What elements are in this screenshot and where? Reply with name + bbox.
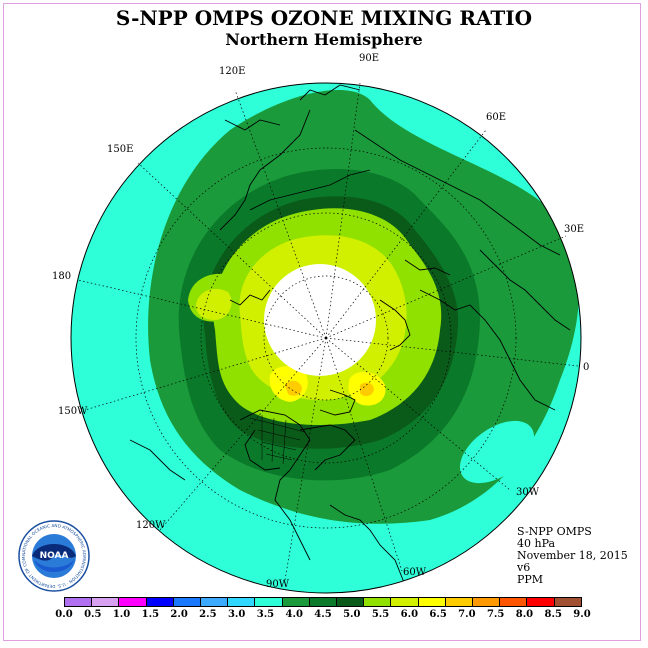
- colorbar-tick-label: 5.0: [343, 609, 361, 620]
- image-frame: [3, 3, 641, 641]
- coastlines: [129, 84, 571, 586]
- colorbar-tick-label: 4.5: [314, 609, 332, 620]
- logo-text: NOAA: [40, 551, 69, 561]
- lon-label-120e: 120E: [219, 66, 245, 77]
- colorbar-tick-label: 0.5: [84, 609, 102, 620]
- colorbar-swatch: [364, 598, 392, 606]
- colorbar-swatch: [65, 598, 93, 606]
- colorbar-tick-label: 3.5: [256, 609, 275, 620]
- colorbar-swatch: [418, 598, 446, 606]
- colorbar-swatch: [92, 598, 120, 606]
- colorbar-tick-label: 0.0: [55, 609, 73, 620]
- colorbar-swatch: [473, 598, 501, 606]
- colorbar-swatch: [500, 598, 528, 606]
- info-units: PPM: [517, 573, 544, 586]
- latitude-circles: [135, 147, 517, 529]
- colorbar-tick-label: 2.0: [170, 609, 188, 620]
- lon-label-150w: 150W: [58, 406, 88, 417]
- lon-label-150e: 150E: [107, 144, 133, 155]
- colorbar-swatch: [445, 598, 474, 606]
- colorbar-swatch: [146, 598, 174, 606]
- info-level: 40 hPa: [517, 537, 556, 550]
- colorbar-tick-label: 6.0: [400, 609, 419, 620]
- colorbar-swatch: [201, 598, 229, 606]
- colorbar-tick-label: 1.5: [141, 609, 160, 620]
- map-title: S-NPP OMPS OZONE MIXING RATIO: [115, 6, 533, 30]
- lon-label-0: 0: [583, 362, 589, 373]
- lon-label-90w: 90W: [266, 579, 290, 590]
- colorbar-tick-label: 8.0: [515, 609, 534, 620]
- colorbar-tick-label: 7.0: [458, 609, 476, 620]
- colorbar-swatch: [173, 598, 202, 606]
- map-boundary: [70, 82, 582, 594]
- colorbar-swatch: [255, 598, 283, 606]
- lon-label-90e: 90E: [359, 53, 379, 64]
- colorbar-tick-label: 3.0: [227, 609, 246, 620]
- colorbar-ticks: 0.0 0.5 1.0 1.5 2.0 2.5 3.0 3.5 4.0 4.5 5.0 5.5 6.0 6…: [0, 609, 648, 623]
- noaa-logo: NATIONAL OCEANIC AND ATMOSPHERIC ADMINIS…: [18, 520, 90, 592]
- colorbar-tick-label: 7.5: [486, 609, 505, 620]
- colorbar-tick-label: 8.5: [544, 609, 562, 620]
- lon-label-60w: 60W: [403, 567, 427, 578]
- colorbar-swatch: [527, 598, 555, 606]
- map-subtitle: Northern Hemisphere: [225, 30, 423, 49]
- colorbar-swatch: [119, 598, 147, 606]
- meridians: [77, 82, 579, 581]
- info-instrument: S-NPP OMPS: [517, 525, 592, 538]
- colorbar-tick-label: 1.0: [112, 609, 131, 620]
- colorbar-swatch: [337, 598, 365, 606]
- lon-label-180: 180: [52, 271, 71, 282]
- lon-label-60e: 60E: [486, 112, 506, 123]
- colorbar-swatch: [228, 598, 256, 606]
- lon-label-30e: 30E: [564, 224, 584, 235]
- lon-label-30w: 30W: [516, 487, 540, 498]
- colorbar: [64, 597, 582, 607]
- colorbar-tick-label: 5.5: [371, 609, 390, 620]
- colorbar-swatch: [554, 598, 581, 606]
- colorbar-tick-label: 4.0: [285, 609, 303, 620]
- info-version: v6: [517, 561, 531, 574]
- colorbar-swatch: [391, 598, 419, 606]
- info-date: November 18, 2015: [517, 549, 628, 562]
- lon-label-120w: 120W: [136, 520, 166, 531]
- ozone-field: [71, 83, 581, 593]
- colorbar-tick-label: 9.0: [573, 609, 591, 620]
- colorbar-swatch: [282, 598, 310, 606]
- colorbar-swatch: [309, 598, 338, 606]
- colorbar-tick-label: 6.5: [429, 609, 447, 620]
- colorbar-tick-label: 2.5: [199, 609, 217, 620]
- state-borders: [249, 415, 306, 465]
- dataset-info: S-NPP OMPS 40 hPa November 18, 2015 v6 P…: [517, 526, 628, 586]
